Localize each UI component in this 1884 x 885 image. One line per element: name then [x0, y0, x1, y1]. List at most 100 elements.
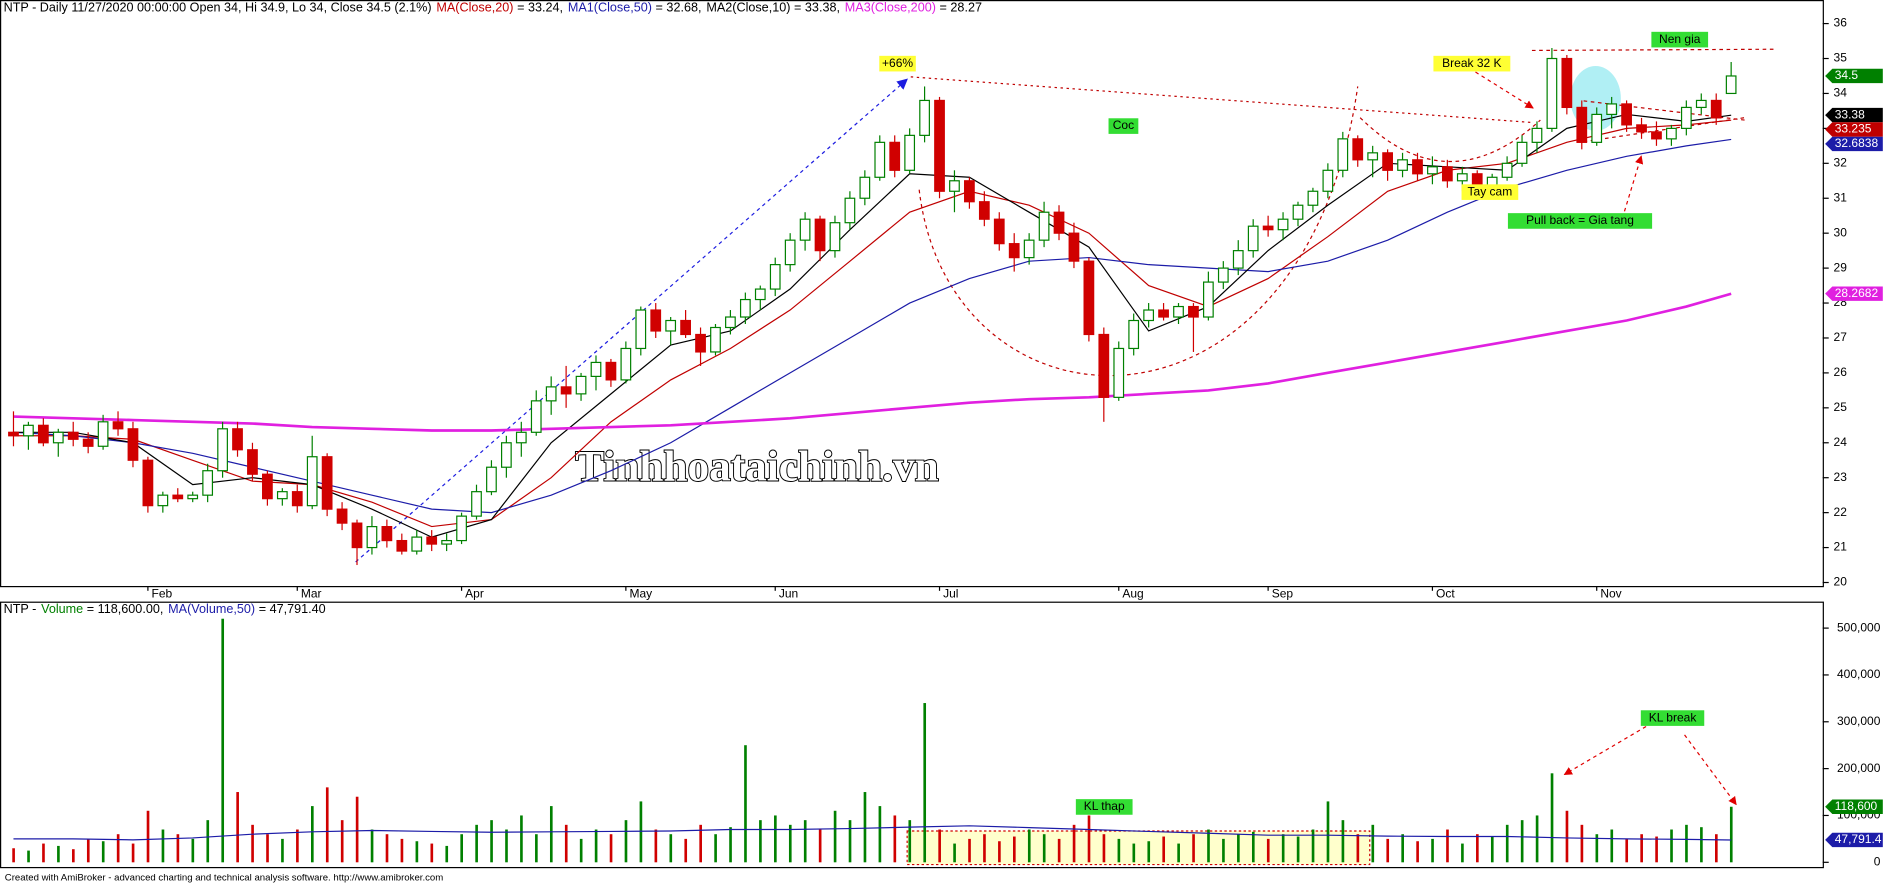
volume-bar	[1729, 806, 1733, 863]
candle-body	[172, 494, 184, 500]
volume-bar	[1222, 838, 1225, 863]
handle-curve	[1359, 117, 1541, 163]
volume-bar	[848, 820, 852, 863]
candle-body	[844, 197, 856, 224]
volume-bar	[72, 849, 75, 863]
candle-body	[247, 449, 258, 475]
volume-bar	[1505, 824, 1509, 863]
volume-bar	[1490, 836, 1494, 863]
x-tick-label: Jun	[779, 587, 798, 601]
volume-bar	[923, 703, 927, 863]
volume-bar	[296, 829, 299, 863]
candle-body	[1382, 152, 1393, 171]
header-series-name: MA(Close,20)	[436, 1, 513, 15]
value-tag-label: 118,600	[1835, 799, 1878, 813]
volume-bar	[983, 834, 986, 863]
candle-body	[306, 456, 318, 507]
candle-body	[680, 319, 691, 336]
candle-body	[187, 494, 199, 500]
x-tick-label: Oct	[1436, 587, 1455, 601]
header-series-value: = 33.38,	[794, 1, 840, 15]
annotation-text: +66%	[882, 56, 913, 70]
triangle-line	[1583, 117, 1745, 143]
volume-bar	[535, 834, 538, 863]
annotation-box	[1640, 710, 1705, 726]
volume-bar	[505, 829, 508, 863]
candle-body	[486, 466, 497, 493]
candle-body	[1113, 347, 1125, 398]
candle-body	[366, 526, 378, 549]
candle-body	[411, 536, 423, 552]
candle-body	[515, 431, 527, 444]
candle-body	[1337, 138, 1349, 171]
candle-body	[605, 361, 617, 381]
header-series-value: = 118,600.00,	[87, 602, 164, 616]
y-tick-label: 35	[1834, 51, 1848, 65]
candle-body	[1427, 166, 1438, 175]
candle-body	[1083, 260, 1095, 336]
candle-body	[1680, 106, 1692, 129]
volume-bar	[131, 843, 135, 863]
value-tag-label: 33.235	[1835, 122, 1872, 136]
arrow	[1684, 734, 1737, 806]
candle-body	[1247, 225, 1259, 252]
candle-body	[37, 424, 49, 444]
volume-bar	[1042, 834, 1046, 863]
volume-bar	[1087, 815, 1091, 863]
volume-bar	[908, 820, 912, 863]
y-tick-label: 34	[1834, 86, 1848, 100]
candle-body	[1292, 204, 1304, 220]
low-volume-box	[906, 830, 1371, 866]
header-series-name: MA3(Close,200)	[845, 1, 936, 15]
volume-bar	[609, 834, 613, 863]
volume-bar	[355, 796, 359, 863]
candle-body	[635, 309, 647, 350]
volume-bar	[1326, 801, 1330, 863]
y-tick-label: 30	[1834, 225, 1848, 239]
y-tick-label: 500,000	[1837, 620, 1881, 634]
volume-bar	[729, 827, 732, 863]
resistance-line	[910, 76, 1532, 124]
candle-body	[560, 386, 572, 395]
candle-body	[262, 473, 273, 500]
x-tick-label: Feb	[152, 587, 173, 601]
candle-body	[1053, 211, 1065, 234]
volume-bar	[27, 850, 30, 863]
volume-panel	[0, 601, 1824, 869]
candle-body	[1352, 138, 1364, 161]
top-line	[1531, 48, 1776, 52]
volume-bar	[191, 838, 195, 863]
candle-body	[321, 456, 333, 510]
candle-body	[1531, 127, 1543, 143]
volume-bar	[86, 838, 90, 863]
volume-bar	[624, 820, 628, 863]
y-tick-label: 400,000	[1837, 667, 1881, 681]
candle-body	[1173, 305, 1184, 318]
candle-body	[1695, 99, 1707, 109]
candle-body	[8, 431, 19, 437]
volume-bar	[1177, 843, 1180, 863]
candle-body	[993, 218, 1005, 245]
candle-body	[127, 428, 139, 461]
candle-body	[1262, 225, 1274, 231]
volume-bar	[1520, 820, 1524, 863]
volume-bar	[176, 834, 180, 863]
candle-body	[1516, 141, 1528, 164]
candle-body	[859, 176, 871, 199]
candle-body	[1621, 103, 1632, 126]
candle-body	[754, 288, 766, 301]
volume-bar	[266, 834, 269, 863]
candle-body	[695, 333, 706, 353]
volume-bar	[684, 838, 688, 863]
candle-body	[1576, 106, 1588, 143]
candle-body	[725, 316, 736, 329]
volume-bar	[1431, 838, 1434, 863]
volume-bar	[161, 829, 165, 863]
arrow	[1623, 155, 1644, 212]
value-tag-label: 33.38	[1835, 107, 1865, 121]
volume-bar	[340, 820, 344, 863]
candle-body	[23, 424, 34, 437]
volume-bar	[281, 838, 284, 863]
candle-body	[964, 180, 975, 203]
y-tick-label: 23	[1834, 470, 1848, 484]
